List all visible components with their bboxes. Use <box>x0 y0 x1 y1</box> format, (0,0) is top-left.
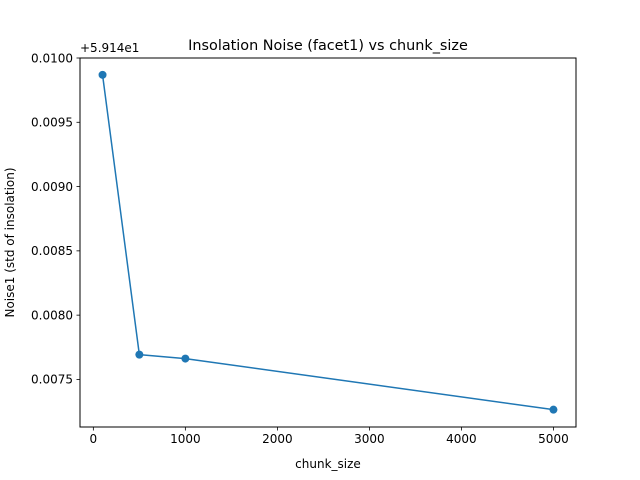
y-axis-offset-label: +5.914e1 <box>80 41 139 55</box>
y-tick-label: 0.0090 <box>31 180 73 194</box>
y-tick-label: 0.0080 <box>31 308 73 322</box>
series-layer <box>98 70 558 414</box>
data-point <box>181 354 190 363</box>
data-point <box>135 350 144 359</box>
x-axis: 0 1000 2000 3000 4000 5000 <box>90 427 569 446</box>
x-tick-label: 3000 <box>354 432 385 446</box>
y-axis-label: Noise1 (std of insolation) <box>3 167 17 317</box>
y-tick-label: 0.0100 <box>31 51 73 65</box>
x-tick-label: 0 <box>90 432 98 446</box>
series-line <box>101 74 554 411</box>
data-point <box>98 70 107 79</box>
x-tick-label: 5000 <box>538 432 569 446</box>
y-tick-label: 0.0085 <box>31 244 73 258</box>
x-tick-label: 4000 <box>446 432 477 446</box>
x-tick-label: 2000 <box>262 432 293 446</box>
y-axis: 0.0075 0.0080 0.0085 0.0090 0.0095 0.0100 <box>31 51 80 387</box>
y-tick-label: 0.0075 <box>31 373 73 387</box>
x-axis-label: chunk_size <box>295 457 361 471</box>
x-tick-label: 1000 <box>170 432 201 446</box>
chart-title: Insolation Noise (facet1) vs chunk_size <box>188 38 468 54</box>
data-point <box>549 405 558 414</box>
plot-frame <box>79 57 577 428</box>
y-tick-label: 0.0095 <box>31 116 73 130</box>
